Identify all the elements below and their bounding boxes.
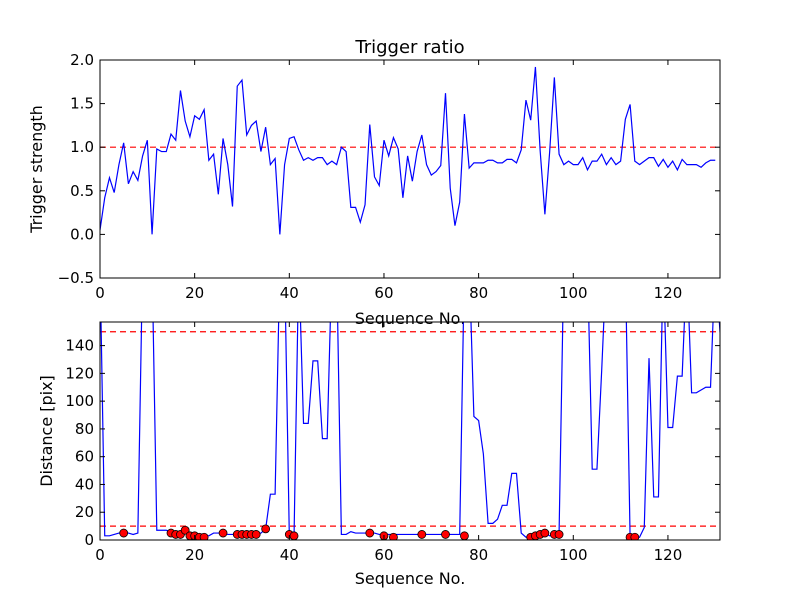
x-tick-label: 80 bbox=[469, 546, 488, 564]
x-tick-label: 60 bbox=[374, 546, 393, 564]
y-tick: 40 bbox=[75, 475, 720, 493]
y-tick: 0.0 bbox=[70, 225, 720, 243]
data-point bbox=[180, 525, 190, 535]
data-point bbox=[417, 530, 427, 539]
y-tick-label: 80 bbox=[75, 420, 94, 438]
x-tick-label: 40 bbox=[280, 284, 299, 302]
y-tick: 60 bbox=[75, 448, 720, 466]
y-tick: 100 bbox=[65, 392, 720, 410]
y-axis-label: Distance [pix] bbox=[37, 375, 56, 487]
y-tick-label: 0.0 bbox=[70, 225, 94, 243]
x-tick: 100 bbox=[559, 322, 588, 564]
x-axis-label: Sequence No. bbox=[355, 309, 466, 328]
x-tick: 0 bbox=[95, 60, 105, 302]
data-point bbox=[218, 528, 228, 538]
x-tick: 40 bbox=[280, 322, 299, 564]
x-tick: 40 bbox=[280, 60, 299, 302]
y-tick: 120 bbox=[65, 364, 720, 382]
x-tick-label: 20 bbox=[185, 284, 204, 302]
y-tick-label: 1.5 bbox=[70, 95, 94, 113]
x-tick: 80 bbox=[469, 322, 488, 564]
y-tick: 0 bbox=[84, 531, 720, 549]
y-tick: −0.5 bbox=[58, 269, 720, 287]
x-tick: 120 bbox=[654, 60, 683, 302]
series-line bbox=[100, 66, 716, 235]
x-tick-label: 120 bbox=[654, 284, 683, 302]
y-tick-label: 20 bbox=[75, 503, 94, 521]
x-tick: 0 bbox=[95, 322, 105, 564]
y-tick: 20 bbox=[75, 503, 720, 521]
y-tick: 140 bbox=[65, 337, 720, 355]
data-point bbox=[630, 532, 640, 540]
y-tick-label: −0.5 bbox=[58, 269, 94, 287]
x-tick-label: 100 bbox=[559, 284, 588, 302]
x-tick-label: 60 bbox=[374, 284, 393, 302]
x-tick-label: 100 bbox=[559, 546, 588, 564]
x-tick-label: 0 bbox=[95, 284, 105, 302]
y-axis-label: Trigger strength bbox=[27, 105, 46, 234]
x-tick: 60 bbox=[374, 60, 394, 302]
markers bbox=[119, 524, 640, 540]
y-tick: 1.5 bbox=[70, 95, 720, 113]
y-tick: 80 bbox=[75, 420, 720, 438]
y-tick-label: 40 bbox=[75, 475, 94, 493]
data-point bbox=[554, 530, 564, 539]
trigger-ratio-chart: Trigger ratio 0 20 40 60 80 100 120 −0.5 0.0 0.5… bbox=[27, 37, 721, 328]
distance-chart: 0 20 40 60 80 100 120 0 20 40 60 80 100 120 140 Seque… bbox=[37, 321, 721, 588]
x-tick-label: 120 bbox=[654, 546, 683, 564]
x-tick: 60 bbox=[374, 322, 394, 564]
y-tick-label: 60 bbox=[75, 448, 94, 466]
x-axis-label: Sequence No. bbox=[355, 569, 466, 588]
x-tick: 80 bbox=[469, 60, 488, 302]
data-point bbox=[261, 524, 271, 534]
x-tick-label: 0 bbox=[95, 546, 105, 564]
x-tick-label: 40 bbox=[280, 546, 299, 564]
x-ticks: 0 20 40 60 80 100 120 bbox=[95, 60, 682, 302]
y-tick: 2.0 bbox=[70, 51, 720, 69]
data-point bbox=[199, 532, 209, 540]
x-tick: 20 bbox=[185, 60, 204, 302]
x-tick: 100 bbox=[559, 60, 588, 302]
chart-title: Trigger ratio bbox=[354, 37, 464, 58]
data-point bbox=[389, 532, 398, 540]
data-point bbox=[251, 530, 261, 539]
series-line bbox=[100, 322, 720, 538]
y-tick-label: 120 bbox=[65, 364, 94, 382]
y-ticks: 0 20 40 60 80 100 120 140 bbox=[65, 337, 720, 549]
y-tick-label: 0.5 bbox=[70, 182, 94, 200]
y-tick-label: 100 bbox=[65, 392, 94, 410]
plot-frame bbox=[99, 321, 721, 541]
x-tick: 120 bbox=[654, 322, 683, 564]
y-tick-label: 0 bbox=[84, 531, 94, 549]
data-point bbox=[289, 531, 299, 540]
data-point bbox=[540, 528, 550, 538]
y-tick-label: 1.0 bbox=[70, 138, 94, 156]
plot-frame bbox=[99, 59, 721, 279]
data-point bbox=[119, 528, 129, 538]
y-tick: 0.5 bbox=[70, 182, 720, 200]
y-ticks: −0.5 0.0 0.5 1.0 1.5 2.0 bbox=[58, 51, 720, 287]
x-ticks: 0 20 40 60 80 100 120 bbox=[95, 322, 682, 564]
data-point bbox=[365, 528, 375, 538]
x-tick-label: 20 bbox=[185, 546, 204, 564]
y-tick-label: 2.0 bbox=[70, 51, 94, 69]
y-tick-label: 140 bbox=[65, 337, 94, 355]
data-point bbox=[460, 531, 469, 540]
y-tick: 1.0 bbox=[70, 138, 720, 156]
x-tick-label: 80 bbox=[469, 284, 488, 302]
x-tick: 20 bbox=[185, 322, 204, 564]
data-point bbox=[441, 530, 450, 539]
